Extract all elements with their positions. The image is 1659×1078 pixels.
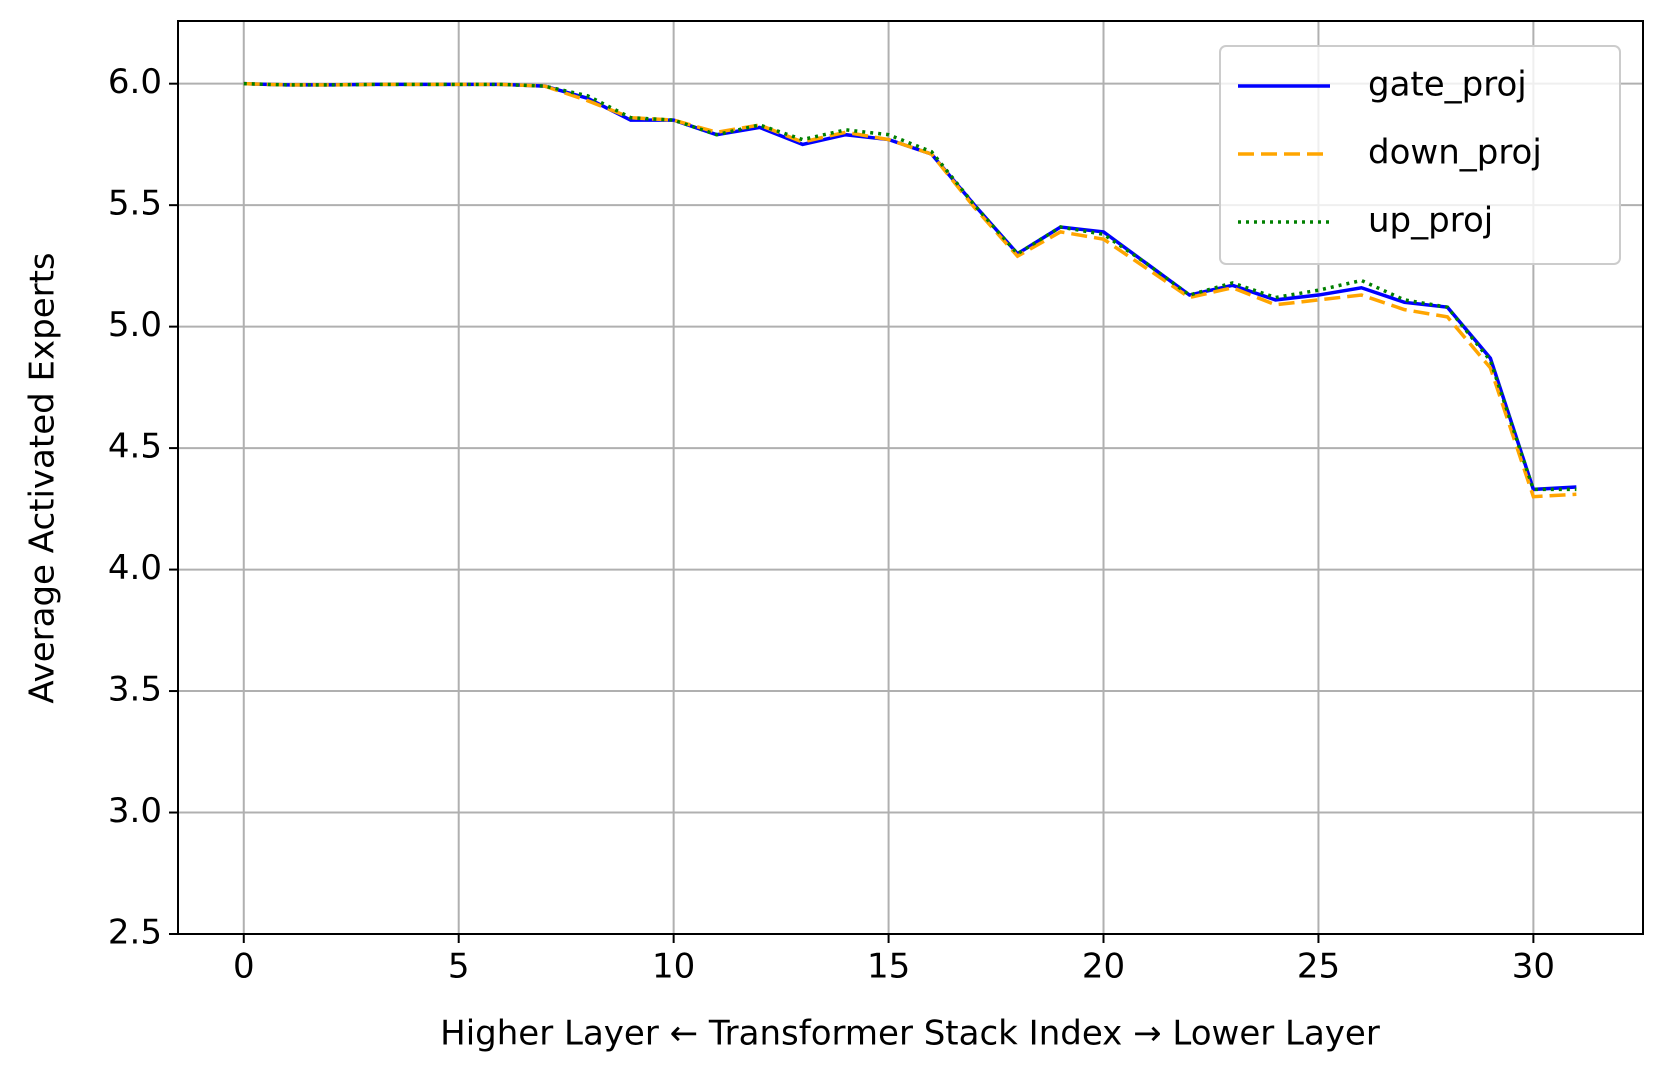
x-tick-label: 10 bbox=[652, 947, 695, 987]
line bbox=[243, 81, 1577, 499]
legend-label: gate_proj bbox=[1368, 65, 1527, 105]
legend-box bbox=[1219, 45, 1621, 265]
x-tick-label: 30 bbox=[1512, 947, 1555, 987]
legend-label: up_proj bbox=[1368, 201, 1493, 241]
legend-label: down_proj bbox=[1368, 133, 1542, 173]
x-axis-label: Higher Layer ← Transformer Stack Index →… bbox=[440, 1014, 1380, 1054]
x-tick-label: 0 bbox=[233, 947, 255, 987]
axes-frame bbox=[177, 20, 1644, 935]
y-tick-label: 4.5 bbox=[108, 427, 162, 467]
y-tick-label: 5.5 bbox=[108, 184, 162, 224]
x-tick-label: 20 bbox=[1082, 947, 1125, 987]
y-tick-label: 4.0 bbox=[108, 548, 162, 588]
y-tick-label: 6.0 bbox=[108, 62, 162, 102]
y-tick-label: 3.5 bbox=[108, 670, 162, 710]
y-tick-label: 5.0 bbox=[108, 305, 162, 345]
x-tick-label: 5 bbox=[448, 947, 470, 987]
y-axis-label: Average Activated Experts bbox=[23, 252, 63, 703]
y-tick-label: 3.0 bbox=[108, 791, 162, 831]
x-tick-label: 25 bbox=[1297, 947, 1340, 987]
x-tick-label: 15 bbox=[867, 947, 910, 987]
line bbox=[243, 81, 1577, 492]
y-tick-label: 2.5 bbox=[108, 913, 162, 953]
